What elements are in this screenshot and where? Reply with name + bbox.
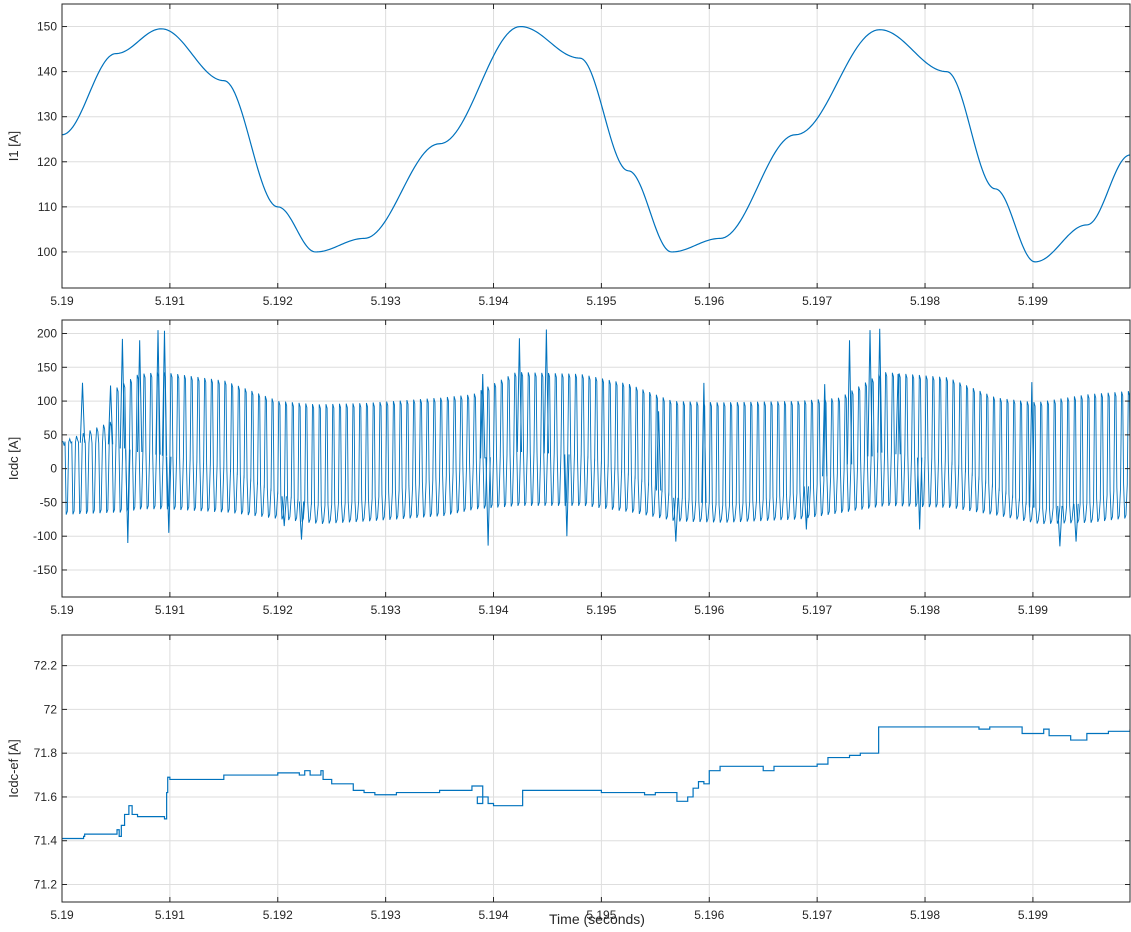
spike-16 bbox=[673, 497, 679, 542]
x-tick-label-3: 5.193 bbox=[371, 294, 401, 308]
spike-23 bbox=[895, 374, 901, 455]
spike-6 bbox=[161, 330, 168, 456]
spike-20 bbox=[846, 340, 853, 465]
spike-13 bbox=[543, 329, 550, 454]
x-tick-label-2: 5.192 bbox=[263, 908, 293, 922]
x-axis-title: Time (seconds) bbox=[549, 911, 645, 927]
x-tick-label-7: 5.197 bbox=[802, 603, 832, 617]
spike-18 bbox=[803, 486, 810, 530]
series-line-0 bbox=[62, 25, 1130, 263]
y-tick-label-2: -50 bbox=[40, 495, 58, 509]
x-tick-label-3: 5.193 bbox=[371, 603, 401, 617]
x-tick-label-5: 5.195 bbox=[586, 908, 616, 922]
y-tick-label-0: -150 bbox=[33, 563, 57, 577]
spike-15 bbox=[655, 411, 662, 491]
y-tick-label-7: 200 bbox=[37, 327, 57, 341]
spike-17 bbox=[701, 382, 707, 503]
y-tick-label-2: 71.6 bbox=[34, 790, 58, 804]
x-tick-label-8: 5.198 bbox=[910, 294, 940, 308]
y-tick-label-1: 71.4 bbox=[34, 834, 58, 848]
y-axis-label-icdc: Icdc [A] bbox=[6, 437, 21, 480]
data-layer bbox=[62, 726, 1130, 840]
spike-19 bbox=[822, 384, 828, 477]
spike-24 bbox=[916, 457, 923, 530]
y-tick-label-5: 72.2 bbox=[34, 659, 58, 673]
x-tick-label-2: 5.192 bbox=[263, 294, 293, 308]
x-tick-label-9: 5.199 bbox=[1018, 603, 1048, 617]
y-tick-label-0: 100 bbox=[37, 245, 57, 259]
y-tick-label-5: 100 bbox=[37, 394, 57, 408]
y-tick-label-3: 130 bbox=[37, 110, 57, 124]
spike-21 bbox=[867, 330, 873, 457]
y-tick-label-2: 120 bbox=[37, 155, 57, 169]
spike-group bbox=[79, 328, 1079, 547]
spike-22 bbox=[877, 328, 883, 453]
y-tick-label-1: 110 bbox=[38, 200, 57, 214]
x-tick-label-0: 5.19 bbox=[50, 294, 74, 308]
spike-4 bbox=[137, 340, 143, 453]
spike-3 bbox=[125, 449, 131, 543]
axes-current-icdc: 5.19 5.191 5.192 5.193 5.194 5.195 5.196 5.197 5… bbox=[6, 319, 1131, 617]
spike-10 bbox=[480, 374, 486, 459]
axes-frame bbox=[61, 319, 1131, 598]
x-tick-label-7: 5.197 bbox=[802, 908, 832, 922]
x-tick-label-6: 5.196 bbox=[694, 603, 724, 617]
x-tick-label-2: 5.192 bbox=[263, 603, 293, 617]
x-tick-label-5: 5.195 bbox=[586, 294, 616, 308]
y-axis-label-i1: I1 [A] bbox=[6, 131, 21, 161]
spike-25 bbox=[1029, 382, 1035, 508]
data-layer bbox=[62, 25, 1130, 263]
x-tick-label-9: 5.199 bbox=[1018, 908, 1048, 922]
spike-0 bbox=[79, 382, 86, 443]
series-line-0 bbox=[62, 726, 1130, 840]
y-tick-label-1: -100 bbox=[33, 529, 57, 543]
spike-12 bbox=[516, 338, 523, 452]
axes-current-icdc-ef: 5.19 5.191 5.192 5.193 5.194 5.195 5.196 5.197 5… bbox=[6, 634, 1131, 922]
spike-5 bbox=[155, 330, 161, 455]
x-tick-label-8: 5.198 bbox=[910, 603, 940, 617]
x-tick-label-4: 5.194 bbox=[478, 603, 508, 617]
spike-7 bbox=[166, 456, 172, 533]
x-tick-label-0: 5.19 bbox=[50, 603, 74, 617]
x-tick-label-7: 5.197 bbox=[802, 294, 832, 308]
y-tick-label-5: 150 bbox=[37, 20, 57, 34]
x-tick-label-4: 5.194 bbox=[478, 908, 508, 922]
spike-27 bbox=[1073, 503, 1079, 542]
x-tick-label-4: 5.194 bbox=[478, 294, 508, 308]
x-tick-label-8: 5.198 bbox=[910, 908, 940, 922]
x-tick-label-6: 5.196 bbox=[694, 294, 724, 308]
x-tick-label-1: 5.191 bbox=[155, 603, 185, 617]
y-tick-label-6: 150 bbox=[37, 360, 57, 374]
y-tick-label-4: 50 bbox=[44, 428, 58, 442]
x-tick-label-6: 5.196 bbox=[694, 908, 724, 922]
y-tick-label-3: 71.8 bbox=[34, 746, 58, 760]
spike-26 bbox=[1057, 505, 1063, 547]
spike-11 bbox=[485, 457, 491, 546]
x-tick-label-0: 5.19 bbox=[50, 908, 74, 922]
y-tick-label-4: 140 bbox=[37, 65, 57, 79]
y-tick-label-0: 71.2 bbox=[34, 877, 58, 891]
spike-9 bbox=[298, 501, 305, 540]
y-axis-label-icdc-ef: Icdc-ef [A] bbox=[6, 739, 21, 798]
axes-frame bbox=[61, 3, 1131, 289]
axes-current-i1: 5.19 5.191 5.192 5.193 5.194 5.195 5.196 5.197 5… bbox=[6, 3, 1131, 308]
x-tick-label-9: 5.199 bbox=[1018, 294, 1048, 308]
plot-area bbox=[62, 635, 1130, 902]
x-tick-label-1: 5.191 bbox=[155, 294, 185, 308]
y-tick-label-3: 0 bbox=[50, 462, 57, 476]
spike-14 bbox=[564, 454, 570, 537]
plot-area bbox=[62, 4, 1130, 288]
plot-area bbox=[62, 320, 1130, 597]
data-layer bbox=[62, 328, 1130, 547]
y-tick-label-4: 72 bbox=[44, 702, 58, 716]
spike-1 bbox=[107, 385, 114, 445]
x-tick-label-3: 5.193 bbox=[371, 908, 401, 922]
spike-2 bbox=[119, 338, 126, 449]
axes-frame bbox=[61, 634, 1131, 903]
x-tick-label-5: 5.195 bbox=[586, 603, 616, 617]
series-line-0 bbox=[62, 372, 1130, 525]
spike-8 bbox=[281, 496, 287, 527]
x-tick-label-1: 5.191 bbox=[155, 908, 185, 922]
